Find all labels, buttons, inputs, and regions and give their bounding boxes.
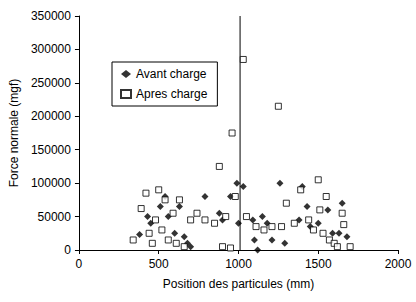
- svg-text:150000: 150000: [31, 143, 71, 157]
- svg-text:1000: 1000: [225, 257, 252, 271]
- svg-text:0: 0: [64, 243, 71, 257]
- svg-text:2000: 2000: [385, 257, 412, 271]
- svg-text:Apres charge: Apres charge: [136, 87, 208, 101]
- svg-text:300000: 300000: [31, 42, 71, 56]
- svg-text:Force normale (mgf): Force normale (mgf): [7, 79, 21, 188]
- svg-text:Position des particules (mm): Position des particules (mm): [163, 277, 314, 291]
- svg-text:500: 500: [149, 257, 169, 271]
- svg-text:350000: 350000: [31, 9, 71, 23]
- svg-text:50000: 50000: [38, 210, 72, 224]
- svg-text:Avant charge: Avant charge: [136, 67, 207, 81]
- svg-text:0: 0: [76, 257, 83, 271]
- svg-text:200000: 200000: [31, 109, 71, 123]
- svg-text:1500: 1500: [305, 257, 332, 271]
- svg-text:100000: 100000: [31, 176, 71, 190]
- svg-text:250000: 250000: [31, 76, 71, 90]
